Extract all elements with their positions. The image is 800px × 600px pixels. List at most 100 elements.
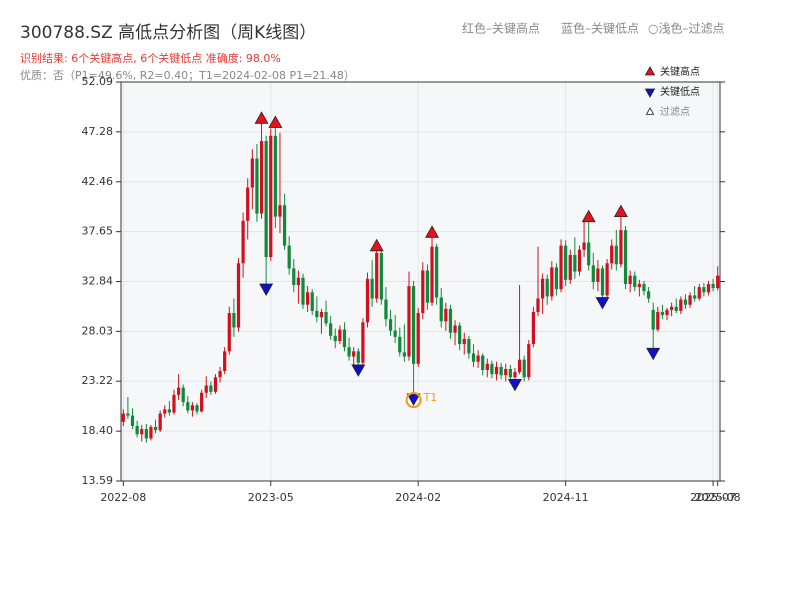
candle-body (186, 402, 190, 411)
candle-body (522, 359, 526, 378)
y-tick-label: 37.65 (82, 225, 114, 238)
candle-body (665, 309, 669, 316)
candle-body (338, 329, 342, 341)
candle-body (600, 268, 605, 296)
candle-body (167, 409, 171, 413)
candle-body (674, 306, 678, 311)
candle-body (596, 268, 600, 282)
candle-body (195, 405, 199, 412)
candle-body (628, 275, 632, 284)
candle-body (458, 325, 462, 345)
candle-body (296, 277, 301, 286)
candle-body (416, 313, 420, 364)
candle-body (402, 352, 406, 357)
candle-body (494, 366, 499, 375)
candle-body (356, 351, 360, 363)
candle-body (384, 299, 388, 320)
candle-body (342, 329, 347, 348)
candle-body (144, 429, 148, 439)
candle-body (130, 415, 135, 426)
candle-body (292, 268, 296, 286)
y-tick-label: 28.03 (82, 324, 114, 337)
candle-body (361, 322, 365, 363)
candle-body (259, 140, 264, 214)
candle-body (329, 323, 333, 336)
candle-body (531, 311, 536, 345)
legend-marker (644, 66, 656, 76)
candle-body (485, 363, 489, 371)
candle-body (126, 413, 130, 416)
candle-body (172, 394, 176, 413)
candle-body (250, 158, 254, 188)
annotation-label: T1 (423, 391, 438, 404)
candle-body (430, 246, 434, 303)
candle-body (545, 278, 549, 297)
key-low-marker (507, 378, 522, 392)
candle-body (610, 245, 614, 264)
plot-frame (120, 81, 721, 482)
candle-body (176, 387, 181, 395)
candle-body (439, 297, 443, 322)
candle-body (467, 338, 471, 354)
candle-body (264, 140, 268, 258)
candle-body (619, 230, 623, 265)
legend-label: 关键高点 (660, 65, 700, 78)
candle-body (582, 242, 586, 250)
candle-body (375, 252, 379, 299)
candle-body (651, 309, 655, 330)
x-tick-label: 2025-08 (695, 491, 741, 504)
candle-body (559, 245, 563, 290)
candle-body (273, 135, 277, 217)
candle-body (471, 353, 476, 362)
candle-body (633, 275, 637, 288)
candle-body (407, 286, 411, 357)
candle-body (702, 287, 706, 293)
candle-body (218, 371, 222, 378)
candle-body (213, 377, 218, 392)
candle-body (388, 319, 393, 331)
candle-body (204, 385, 208, 393)
candle-body (163, 409, 167, 414)
candle-body (577, 249, 582, 272)
header-legend: ○浅色–过滤点 (648, 22, 724, 36)
candle-body (444, 308, 448, 322)
candle-body (517, 359, 522, 373)
candle-body (241, 220, 245, 264)
x-tick-label: 2025-07 (690, 491, 736, 504)
key-high-marker (425, 225, 440, 238)
candle-body (153, 427, 158, 431)
candle-body (352, 351, 356, 357)
candle-body (365, 278, 370, 323)
candle-body (476, 355, 480, 362)
candle-body (135, 425, 139, 435)
candle-body (550, 267, 554, 297)
candle-body (246, 187, 250, 221)
candle-body (379, 252, 383, 300)
candle-body (564, 245, 568, 280)
key-high-marker (613, 204, 628, 218)
candle-body (462, 338, 466, 345)
candle-body (490, 363, 494, 375)
candle-body (637, 283, 641, 288)
candle-body (513, 372, 517, 378)
candle-body (587, 242, 591, 266)
key-high-marker (268, 115, 283, 128)
key-high-marker (581, 209, 596, 223)
candle-body (568, 254, 572, 280)
candle-body (227, 313, 231, 352)
key-low-marker (646, 347, 661, 361)
y-tick-label: 32.84 (82, 275, 114, 288)
header-legend: 红色–关键高点 (462, 21, 540, 36)
candle-body (190, 405, 195, 411)
candles (121, 117, 720, 443)
candle-body (573, 254, 577, 272)
x-tick-label: 2023-05 (248, 491, 294, 504)
candle-body (333, 335, 337, 341)
candle-body (393, 330, 397, 337)
candle-body (527, 344, 531, 378)
y-tick-label: 42.46 (82, 175, 114, 188)
candle-body (504, 368, 508, 376)
candle-body (711, 283, 715, 289)
candle-body (421, 270, 425, 314)
candle-body (499, 366, 503, 376)
